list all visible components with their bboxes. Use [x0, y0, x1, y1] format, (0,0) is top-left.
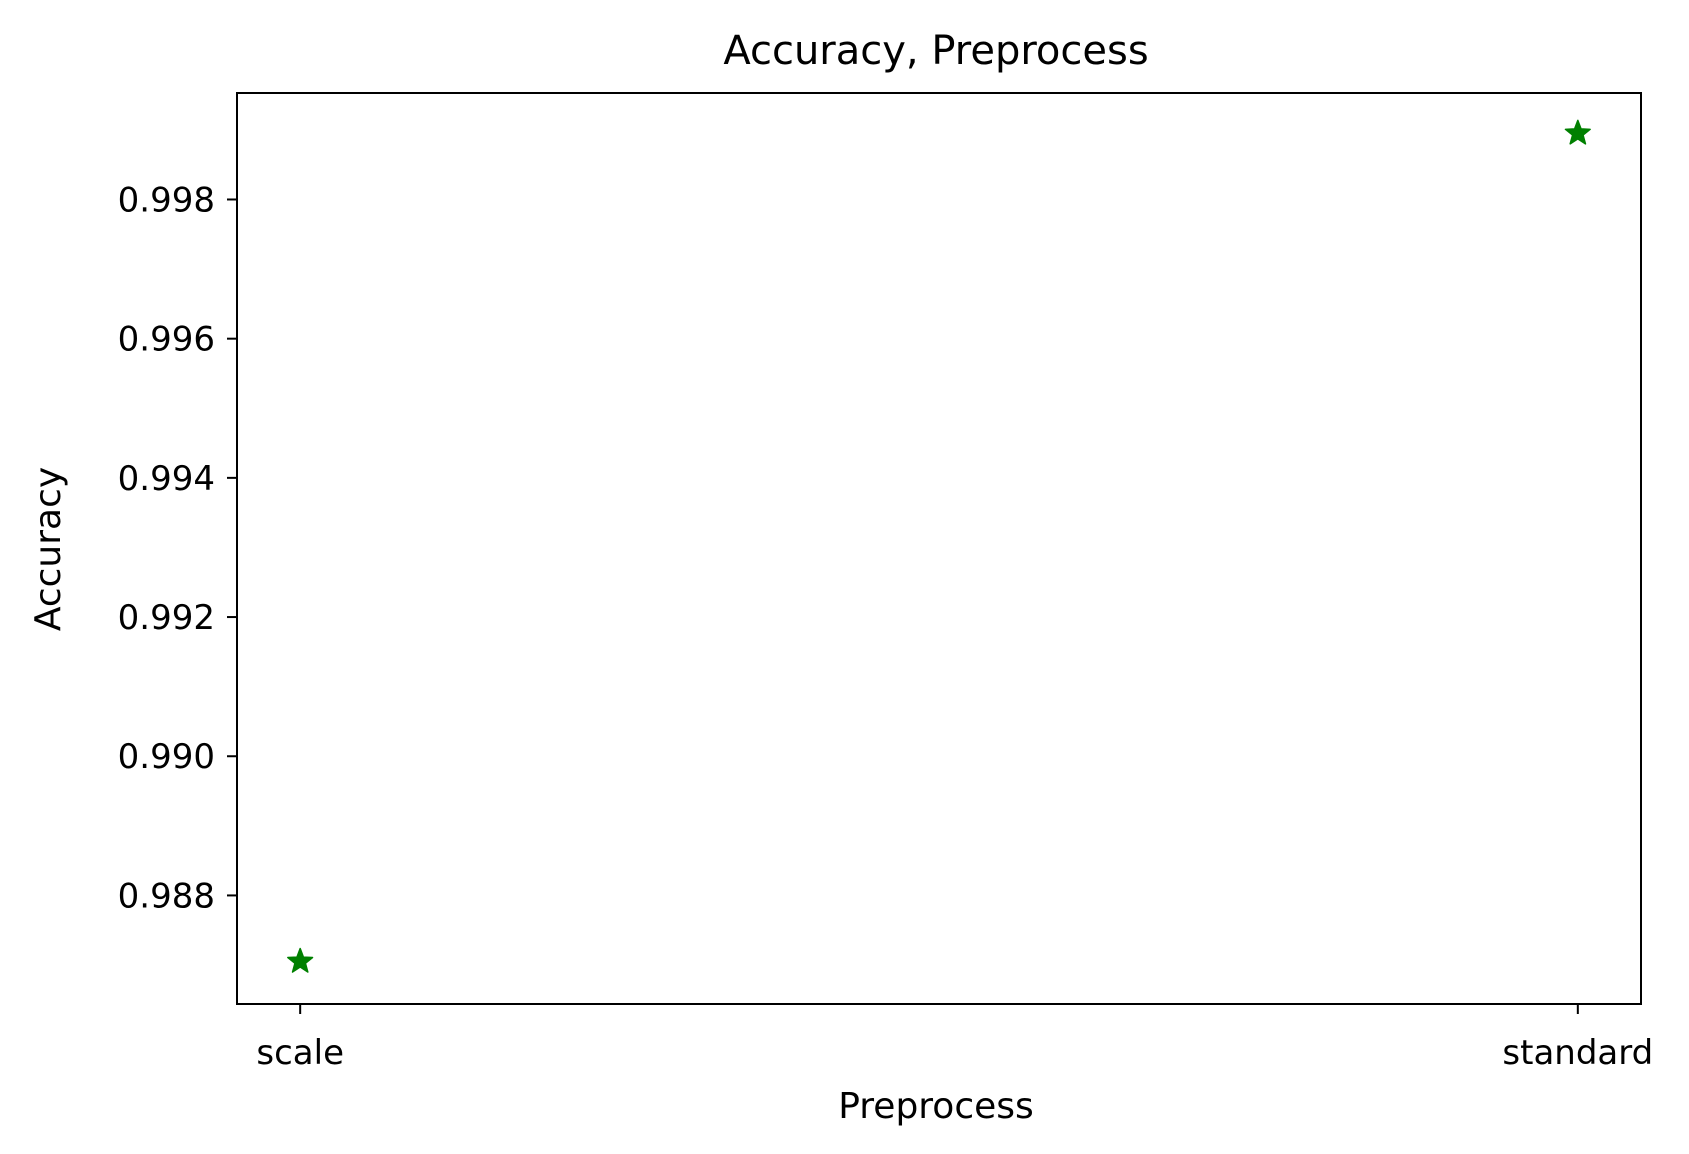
y-tick-label: 0.990	[118, 737, 215, 777]
plot-frame	[236, 92, 1642, 1005]
x-tick-label: scale	[256, 1033, 344, 1073]
plot-area: 0.988 0.990 0.992 0.994 0.996 0.998 scale stand…	[118, 92, 1653, 1073]
y-tick-label: 0.994	[118, 459, 215, 499]
y-tick-label: 0.998	[118, 180, 215, 220]
y-tick-label: 0.988	[118, 876, 215, 916]
y-tick-label: 0.992	[118, 598, 215, 638]
chart-title: Accuracy, Preprocess	[723, 28, 1148, 74]
x-axis-label: Preprocess	[838, 1086, 1034, 1127]
x-tick-label: standard	[1502, 1033, 1653, 1073]
y-axis-label: Accuracy	[28, 467, 69, 631]
data-point-star	[287, 947, 314, 973]
data-point-star	[1564, 119, 1591, 145]
y-tick-label: 0.996	[118, 320, 215, 360]
